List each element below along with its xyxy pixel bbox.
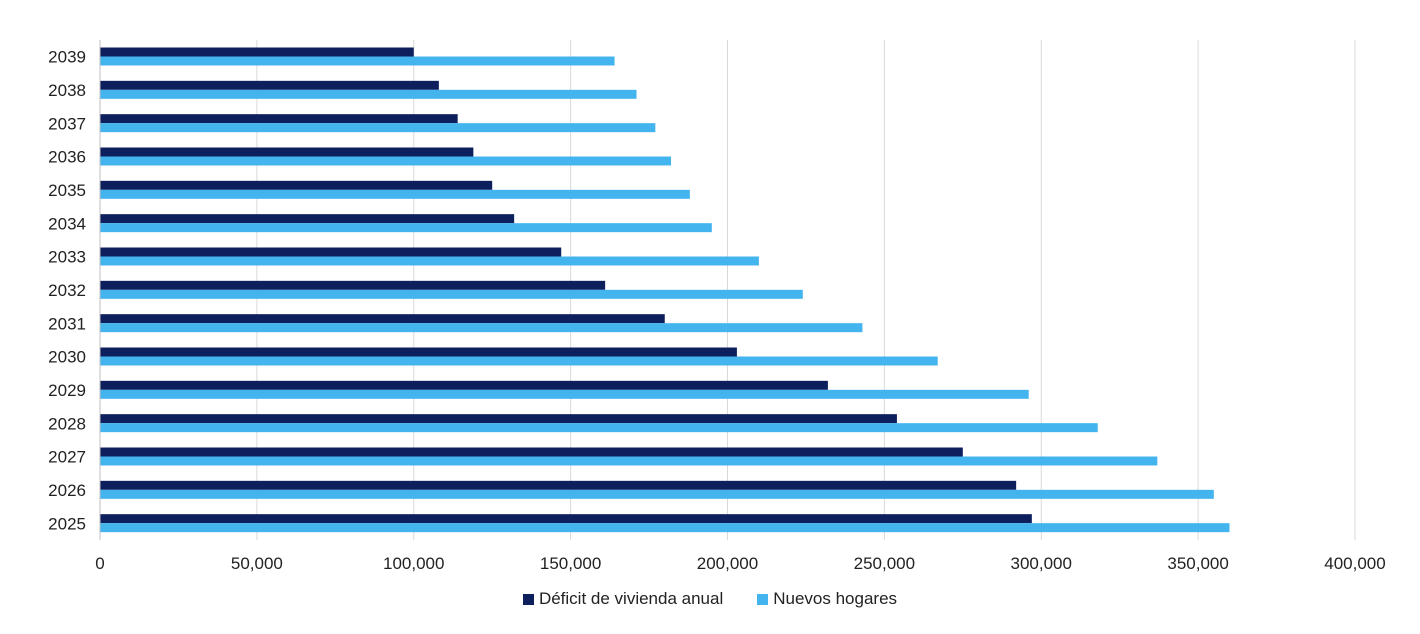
bar-nuevos-hogares <box>100 523 1230 533</box>
bar-nuevos-hogares <box>100 189 690 199</box>
x-tick-label: 50,000 <box>231 554 283 573</box>
bar-nuevos-hogares <box>100 323 863 333</box>
x-tick-labels: 0 50,000 100,000 150,000 200,000 250,000 300,0… <box>95 554 1385 573</box>
x-tick-label: 200,000 <box>697 554 758 573</box>
legend-item-deficit: Déficit de vivienda anual <box>522 589 724 609</box>
x-tick-label: 400,000 <box>1324 554 1385 573</box>
bar-deficit-vivienda <box>100 247 562 257</box>
bar-deficit-vivienda <box>100 214 515 224</box>
x-tick-label: 300,000 <box>1011 554 1072 573</box>
bar-deficit-vivienda <box>100 280 606 290</box>
legend: Déficit de vivienda anual Nuevos hogares <box>0 589 1420 609</box>
bars <box>100 47 1230 533</box>
bar-deficit-vivienda <box>100 447 963 457</box>
y-tick-label: 2028 <box>48 414 86 433</box>
bar-deficit-vivienda <box>100 147 474 157</box>
bar-nuevos-hogares <box>100 489 1214 499</box>
y-tick-label: 2027 <box>48 448 86 467</box>
y-tick-label: 2036 <box>48 148 86 167</box>
y-tick-label: 2032 <box>48 281 86 300</box>
legend-label-nuevos-hogares: Nuevos hogares <box>773 589 898 608</box>
bar-deficit-vivienda <box>100 114 458 124</box>
y-tick-label: 2033 <box>48 248 86 267</box>
y-tick-label: 2034 <box>48 214 86 233</box>
bar-nuevos-hogares <box>100 356 938 366</box>
x-tick-label: 150,000 <box>540 554 601 573</box>
bar-nuevos-hogares <box>100 423 1098 433</box>
bar-nuevos-hogares <box>100 123 656 133</box>
y-tick-label: 2025 <box>48 514 86 533</box>
bar-deficit-vivienda <box>100 180 493 190</box>
bar-nuevos-hogares <box>100 289 803 299</box>
y-tick-labels: 2025 2026 2027 2028 2029 2030 2031 2032 2033 2034… <box>48 48 86 534</box>
y-tick-label: 2038 <box>48 81 86 100</box>
y-tick-label: 2039 <box>48 48 86 67</box>
y-tick-label: 2031 <box>48 314 86 333</box>
bar-deficit-vivienda <box>100 380 828 390</box>
x-tick-label: 250,000 <box>854 554 915 573</box>
bar-nuevos-hogares <box>100 456 1158 466</box>
legend-item-nuevos-hogares: Nuevos hogares <box>757 589 897 609</box>
y-tick-label: 2029 <box>48 381 86 400</box>
x-tick-label: 100,000 <box>383 554 444 573</box>
bar-deficit-vivienda <box>100 80 439 90</box>
bar-nuevos-hogares <box>100 256 759 266</box>
bar-nuevos-hogares <box>100 156 672 166</box>
y-tick-label: 2026 <box>48 481 86 500</box>
x-tick-label: 0 <box>95 554 104 573</box>
bar-deficit-vivienda <box>100 347 737 357</box>
legend-swatch-nuevos-hogares <box>757 593 769 605</box>
bar-nuevos-hogares <box>100 223 712 233</box>
y-tick-label: 2030 <box>48 348 86 367</box>
bar-nuevos-hogares <box>100 89 637 99</box>
bar-deficit-vivienda <box>100 314 665 324</box>
bar-deficit-vivienda <box>100 514 1032 524</box>
bar-nuevos-hogares <box>100 56 615 66</box>
legend-label-deficit: Déficit de vivienda anual <box>538 589 724 608</box>
x-tick-label: 350,000 <box>1167 554 1228 573</box>
bar-deficit-vivienda <box>100 414 897 424</box>
y-tick-label: 2037 <box>48 114 86 133</box>
bar-nuevos-hogares <box>100 389 1029 399</box>
y-tick-label: 2035 <box>48 181 86 200</box>
bar-deficit-vivienda <box>100 47 414 57</box>
bar-deficit-vivienda <box>100 480 1017 490</box>
legend-swatch-deficit <box>522 593 534 605</box>
